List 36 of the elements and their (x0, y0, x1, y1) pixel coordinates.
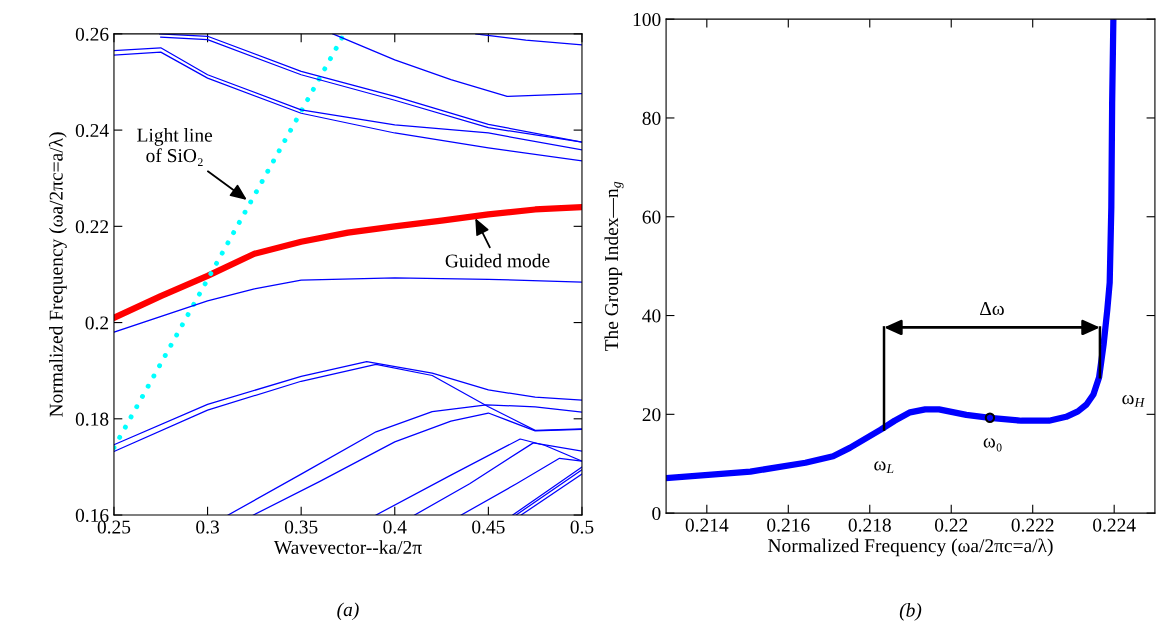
y-tick-label: 0.2 (85, 316, 109, 330)
x-axis-title: Normalized Frequency (ωa/2πc=a/λ) (768, 538, 1053, 557)
y-tick-label: 100 (633, 12, 661, 27)
y-tick-label: 60 (642, 210, 661, 224)
x-tick-label: 0.4 (383, 520, 407, 534)
y-tick-label: 0 (652, 506, 661, 521)
x-tick-label: 0.214 (685, 518, 729, 532)
x-tick-label: 0.3 (196, 520, 219, 534)
x-tick-label: 0.218 (848, 518, 891, 532)
x-tick-label: 0.224 (1093, 518, 1136, 532)
y-tick-label: 80 (642, 111, 661, 125)
annotation: Δω (980, 302, 1004, 316)
text: (a) (337, 602, 359, 621)
annotation: Light line of SiO₂ (137, 128, 213, 166)
y-axis-title: Normalized Frequency (ωa/2πc=a/λ) (48, 132, 67, 417)
y-tick-label: 0.18 (75, 412, 109, 426)
y-tick-label: 0.22 (75, 220, 109, 234)
y-tick-label: 0.16 (75, 508, 109, 523)
x-tick-label: 0.22 (934, 518, 968, 532)
x-tick-label: 0.222 (1011, 518, 1054, 532)
annotation: ω$_{L}$ (874, 461, 894, 474)
x-tick-label: 0.35 (284, 520, 318, 534)
y-tick-label: 20 (642, 408, 661, 422)
y-tick-label: 40 (642, 309, 661, 323)
x-axis-title: Wavevector--ka/2π (273, 540, 422, 555)
x-tick-label: 0.216 (767, 518, 810, 532)
x-tick-label: 0.45 (472, 520, 505, 534)
annotation: ω₀ (983, 438, 1002, 452)
annotation: Guided mode (445, 253, 550, 268)
y-tick-label: 0.26 (75, 27, 109, 41)
y-axis-title: The Group Index—n$_{g}$ (604, 181, 624, 352)
text: (b) (899, 603, 922, 621)
y-tick-label: 0.24 (75, 123, 109, 138)
x-tick-label: 0.25 (97, 520, 131, 534)
annotation: ω$_{H}$ (1122, 395, 1145, 407)
x-tick-label: 0.5 (570, 520, 594, 534)
